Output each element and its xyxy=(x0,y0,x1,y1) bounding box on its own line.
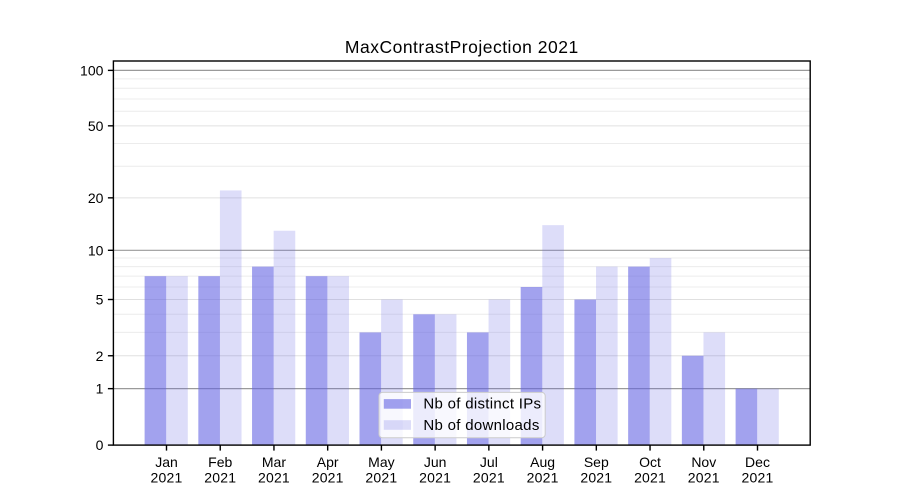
svg-text:Jul: Jul xyxy=(480,454,498,470)
svg-text:2021: 2021 xyxy=(419,470,451,486)
svg-text:Mar: Mar xyxy=(262,454,286,470)
svg-text:Apr: Apr xyxy=(317,454,339,470)
svg-text:10: 10 xyxy=(88,242,104,258)
svg-text:Nov: Nov xyxy=(691,454,716,470)
svg-text:2021: 2021 xyxy=(151,470,183,486)
svg-text:Jan: Jan xyxy=(155,454,178,470)
svg-text:2021: 2021 xyxy=(688,470,720,486)
svg-text:MaxContrastProjection 2021: MaxContrastProjection 2021 xyxy=(345,37,579,57)
svg-text:Nb of distinct IPs: Nb of distinct IPs xyxy=(423,396,541,413)
svg-text:50: 50 xyxy=(88,118,104,134)
svg-text:1: 1 xyxy=(96,381,104,397)
svg-text:2021: 2021 xyxy=(312,470,344,486)
svg-text:Nb of downloads: Nb of downloads xyxy=(423,417,539,434)
svg-text:2021: 2021 xyxy=(473,470,505,486)
svg-text:5: 5 xyxy=(96,292,104,308)
svg-text:Feb: Feb xyxy=(208,454,232,470)
svg-text:2: 2 xyxy=(96,348,104,364)
svg-text:Jun: Jun xyxy=(424,454,447,470)
svg-text:2021: 2021 xyxy=(742,470,774,486)
svg-text:Aug: Aug xyxy=(530,454,555,470)
svg-text:Oct: Oct xyxy=(639,454,661,470)
svg-text:Dec: Dec xyxy=(745,454,770,470)
svg-text:2021: 2021 xyxy=(204,470,236,486)
svg-text:2021: 2021 xyxy=(258,470,290,486)
svg-text:2021: 2021 xyxy=(634,470,666,486)
svg-text:0: 0 xyxy=(96,437,104,453)
svg-text:100: 100 xyxy=(80,62,104,78)
svg-text:2021: 2021 xyxy=(527,470,559,486)
svg-text:Sep: Sep xyxy=(584,454,609,470)
svg-text:May: May xyxy=(368,454,394,470)
svg-text:20: 20 xyxy=(88,190,104,206)
svg-text:2021: 2021 xyxy=(365,470,397,486)
svg-text:2021: 2021 xyxy=(580,470,612,486)
